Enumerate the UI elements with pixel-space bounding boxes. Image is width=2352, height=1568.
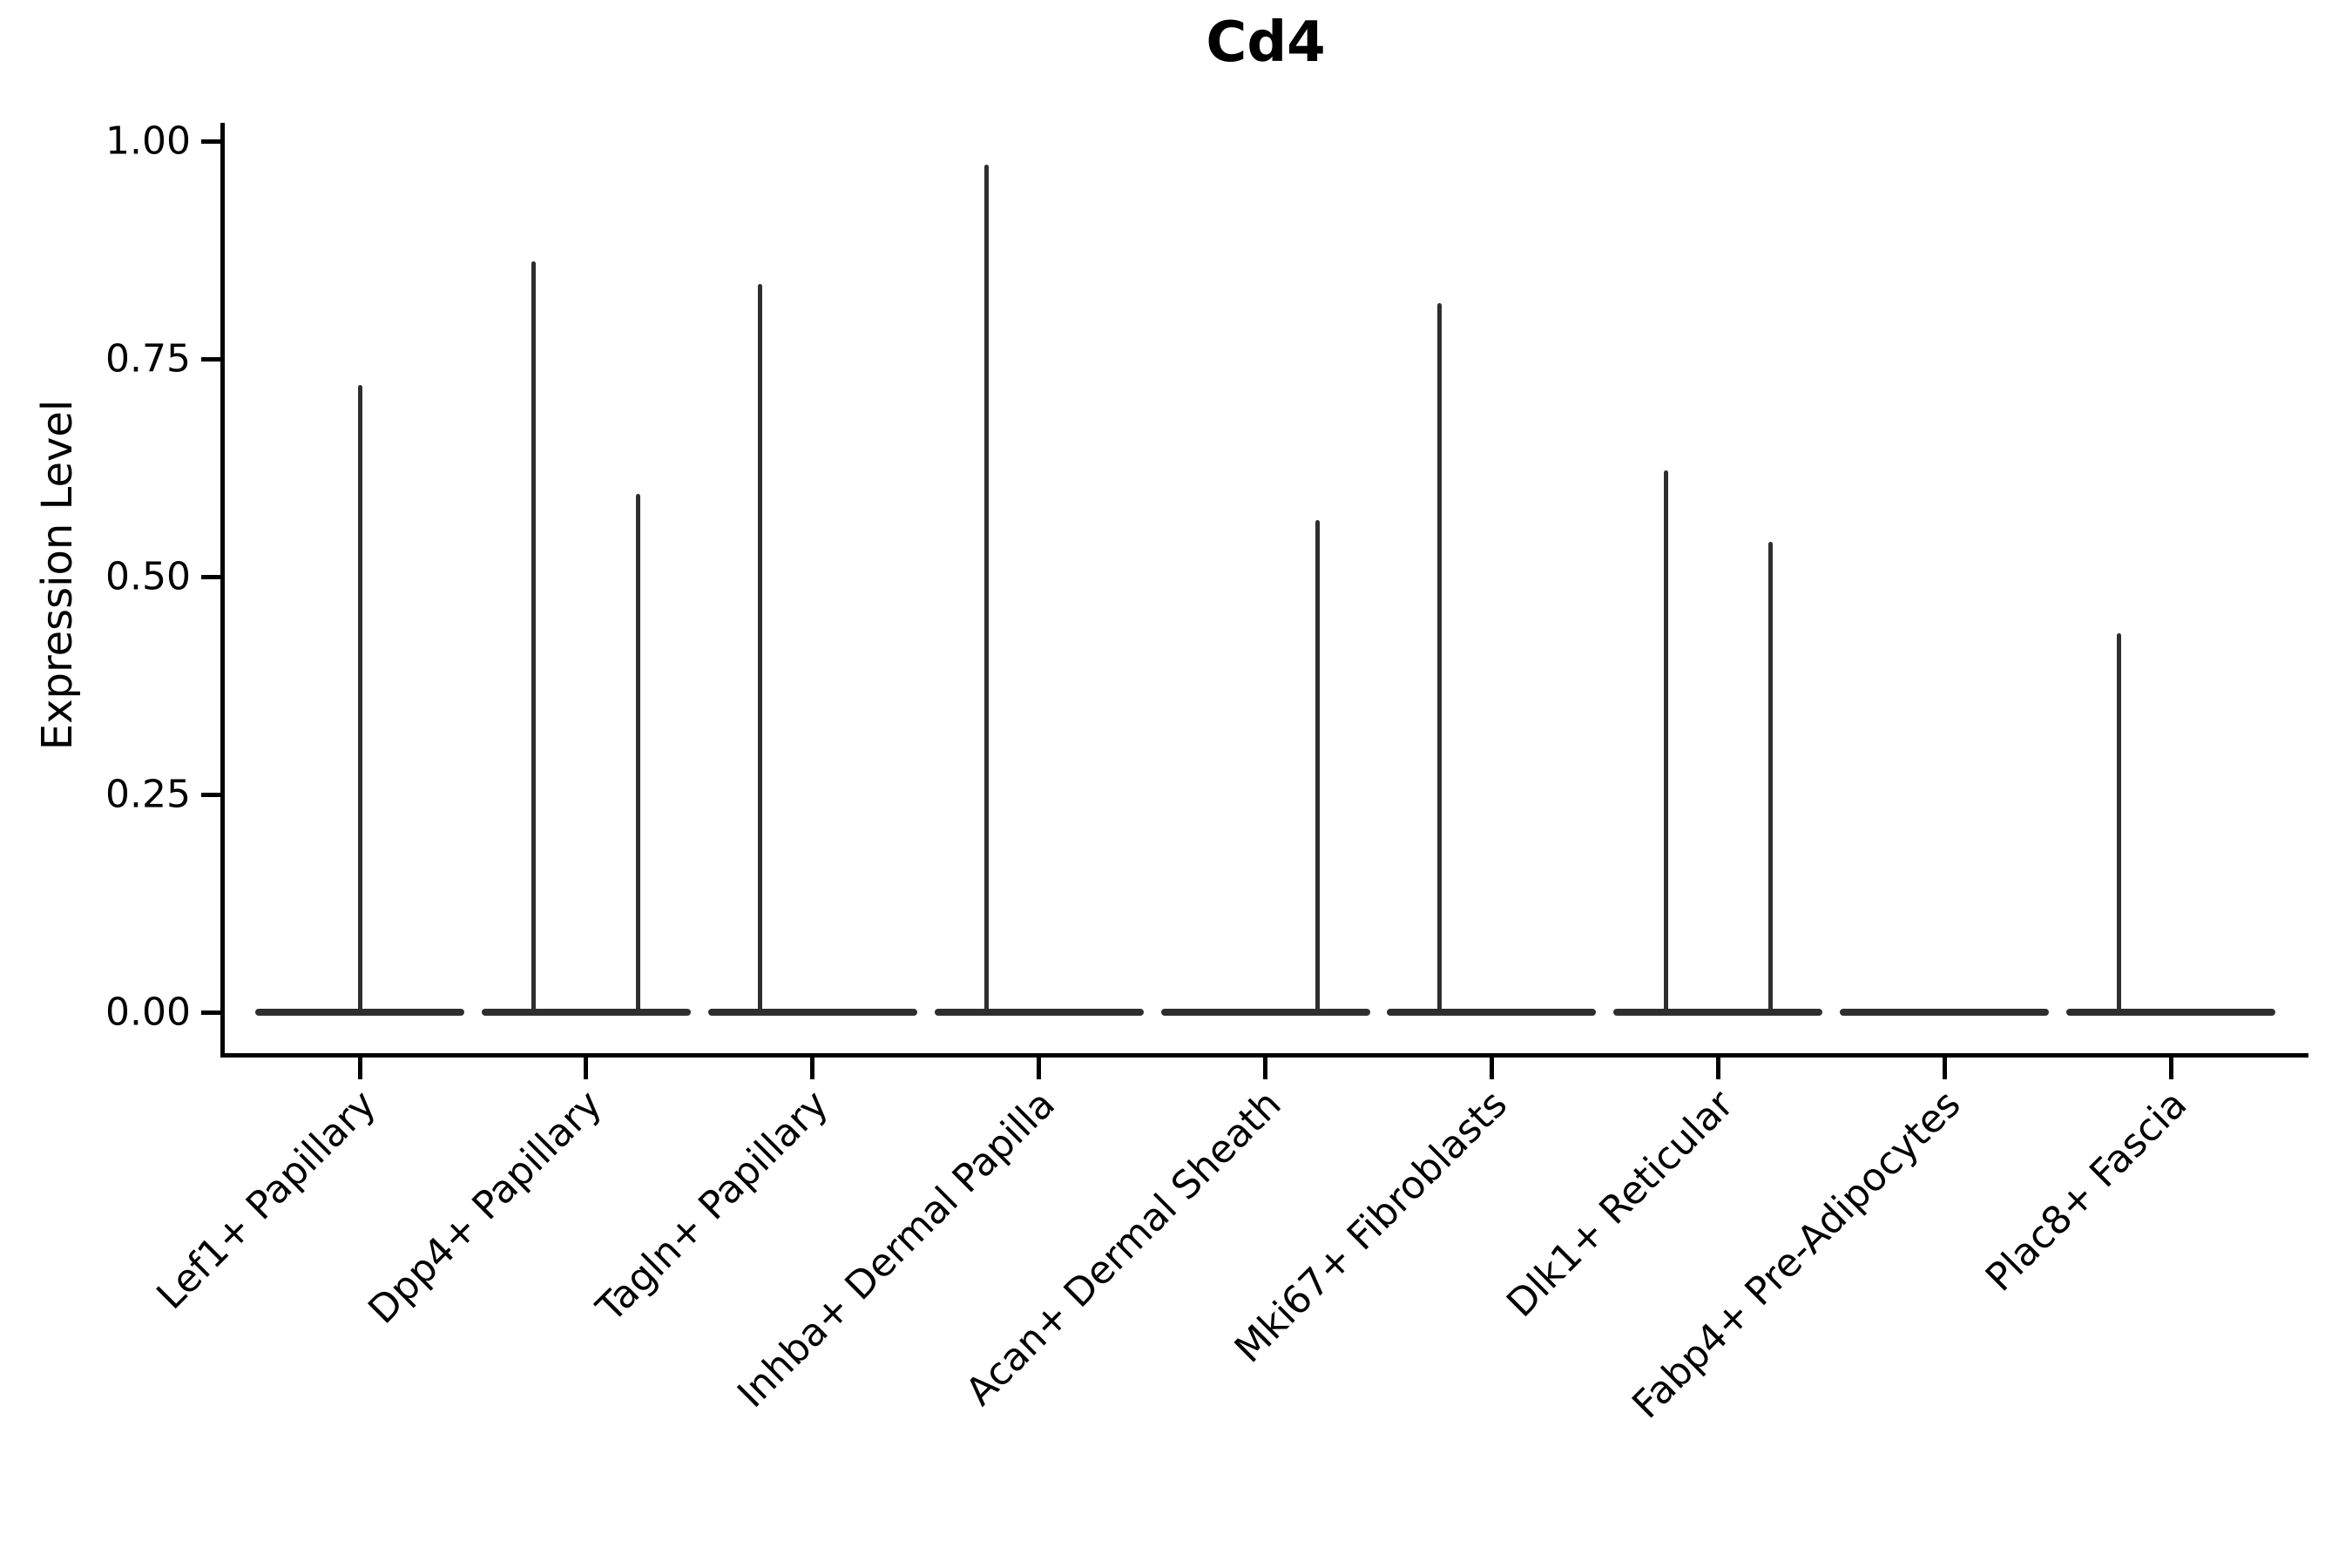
violin-needle bbox=[531, 261, 537, 1012]
y-tick-label: 0.75 bbox=[105, 336, 191, 382]
x-tick-label-2: Dpp4+ Papillary bbox=[360, 1082, 611, 1333]
violin-baseline bbox=[934, 1009, 1144, 1016]
violin-baseline bbox=[707, 1009, 917, 1016]
y-tick-mark bbox=[201, 356, 220, 362]
violin-baseline bbox=[1840, 1009, 2050, 1016]
y-tick-mark bbox=[201, 139, 220, 144]
violin-needle bbox=[2116, 633, 2121, 1012]
x-tick-mark bbox=[1489, 1058, 1494, 1079]
y-tick-mark bbox=[201, 1010, 220, 1015]
x-tick-label-1: Lef1+ Papillary bbox=[147, 1082, 385, 1319]
x-tick-label-7: Dlk1+ Reticular bbox=[1498, 1082, 1743, 1326]
chart-title: Cd4 bbox=[1206, 10, 1326, 75]
x-tick-mark bbox=[810, 1058, 815, 1079]
violin-baseline bbox=[1160, 1009, 1370, 1016]
violin-needle bbox=[1315, 520, 1320, 1012]
x-tick-mark bbox=[1263, 1058, 1267, 1079]
violin-baseline bbox=[1387, 1009, 1597, 1016]
violin-needle bbox=[1436, 303, 1442, 1012]
violin-needle bbox=[357, 385, 362, 1012]
violin-baseline bbox=[481, 1009, 691, 1016]
y-axis-line bbox=[220, 123, 225, 1058]
x-tick-mark bbox=[1037, 1058, 1042, 1079]
violin-baseline bbox=[255, 1009, 464, 1016]
x-tick-label-9: Plac8+ Fascia bbox=[1977, 1082, 2196, 1301]
violin-needle bbox=[984, 165, 990, 1012]
y-tick-label: 0.00 bbox=[105, 990, 191, 1035]
violin-needle bbox=[1663, 470, 1668, 1012]
x-axis-line bbox=[220, 1053, 2308, 1058]
violin-baseline bbox=[2066, 1009, 2275, 1016]
x-tick-label-3: Tagln+ Papillary bbox=[588, 1082, 837, 1331]
violin-needle bbox=[1767, 542, 1773, 1012]
y-tick-label: 1.00 bbox=[105, 118, 191, 164]
y-tick-label: 0.25 bbox=[105, 772, 191, 817]
x-tick-mark bbox=[2168, 1058, 2173, 1079]
y-tick-label: 0.50 bbox=[105, 554, 191, 599]
x-tick-mark bbox=[1942, 1058, 1947, 1079]
y-tick-mark bbox=[201, 792, 220, 797]
violin-baseline bbox=[1613, 1009, 1823, 1016]
x-tick-mark bbox=[357, 1058, 362, 1079]
violin-needle bbox=[758, 284, 763, 1012]
x-tick-mark bbox=[1715, 1058, 1720, 1079]
x-tick-mark bbox=[584, 1058, 589, 1079]
violin-needle bbox=[636, 494, 641, 1012]
y-tick-mark bbox=[201, 574, 220, 579]
